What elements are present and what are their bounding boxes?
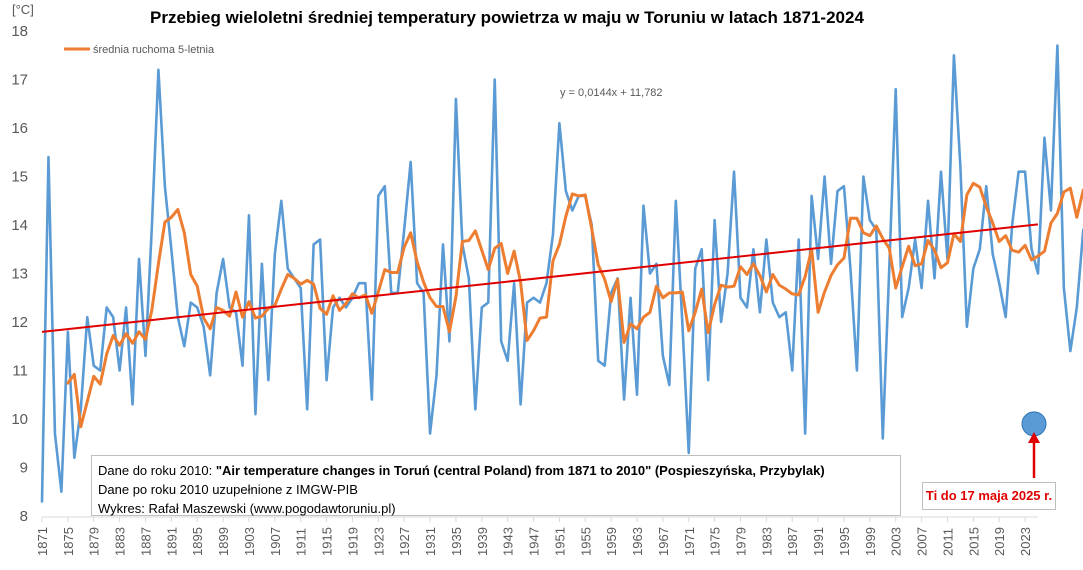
- y-tick-label: 17: [11, 72, 28, 89]
- moving-average-line: [66, 181, 1083, 429]
- x-tick-label: 1991: [811, 527, 826, 556]
- x-tick-label: 1895: [190, 527, 205, 556]
- x-tick-label: 1871: [35, 527, 50, 556]
- x-tick-label: 1959: [604, 527, 619, 556]
- monthly-mean-line: [40, 44, 1083, 503]
- x-tick-label: 1987: [785, 527, 800, 556]
- x-tick-label: 1995: [837, 527, 852, 556]
- trend-equation: y = 0,0144x + 11,782: [560, 87, 663, 99]
- y-tick-label: 10: [11, 411, 28, 428]
- x-tick-label: 1879: [87, 527, 102, 556]
- x-tick-label: 2007: [915, 527, 930, 556]
- x-tick-label: 1935: [449, 527, 464, 556]
- x-tick-label: 1967: [656, 527, 671, 556]
- legend: średnia ruchoma 5-letnia: [64, 44, 215, 56]
- chart-title: Przebieg wieloletni średniej temperatury…: [150, 8, 864, 27]
- x-tick-label: 1915: [320, 527, 335, 556]
- note-line-1: Dane do roku 2010: "Air temperature chan…: [98, 463, 825, 478]
- current-year-annotation: Ti do 17 maja 2025 r.: [922, 482, 1056, 510]
- x-tick-label: 2003: [889, 527, 904, 556]
- x-tick-label: 1887: [138, 527, 153, 556]
- x-tick-label: 1975: [708, 527, 723, 556]
- x-tick-label: 1903: [242, 527, 257, 556]
- x-tick-label: 1875: [61, 527, 76, 556]
- x-tick-label: 1955: [578, 527, 593, 556]
- x-tick-label: 1999: [863, 527, 878, 556]
- x-tick-label: 2023: [1018, 527, 1033, 556]
- x-tick-label: 1943: [501, 527, 516, 556]
- note-line-2: Dane po roku 2010 uzupełnione z IMGW-PIB: [98, 482, 358, 497]
- x-tick-label: 1947: [527, 527, 542, 556]
- y-tick-label: 13: [11, 266, 28, 283]
- y-tick-label: 12: [11, 314, 28, 331]
- note-line-3: Wykres: Rafał Maszewski (www.pogodawtoru…: [98, 501, 396, 516]
- x-axis: 1871 1875 1879 1883 1887 1891 1895 1899 1903 1907…: [35, 516, 1038, 556]
- annotation-arrow: [1028, 432, 1040, 478]
- y-tick-label: 14: [11, 217, 28, 234]
- x-tick-label: 1939: [475, 527, 490, 556]
- source-citation: "Air temperature changes in Toruń (centr…: [215, 463, 825, 478]
- data-source-notes: Dane do roku 2010: "Air temperature chan…: [91, 455, 901, 516]
- y-tick-label: 9: [20, 460, 28, 477]
- y-axis-label: [°C]: [12, 2, 34, 17]
- x-tick-label: 1923: [371, 527, 386, 556]
- y-tick-label: 11: [12, 363, 28, 380]
- x-tick-label: 2019: [992, 527, 1007, 556]
- x-tick-label: 1907: [268, 527, 283, 556]
- x-tick-label: 1963: [630, 527, 645, 556]
- x-tick-label: 1931: [423, 527, 438, 556]
- x-tick-label: 1911: [294, 528, 309, 556]
- data-series: [40, 44, 1083, 503]
- x-tick-label: 1979: [733, 527, 748, 556]
- x-tick-label: 1919: [345, 527, 360, 556]
- x-tick-label: 1891: [164, 527, 179, 556]
- x-tick-label: 1899: [216, 527, 231, 556]
- trend-line: [41, 223, 1039, 333]
- x-tick-label: 1927: [397, 527, 412, 556]
- legend-label: średnia ruchoma 5-letnia: [93, 44, 215, 56]
- x-tick-label: 1971: [682, 527, 697, 556]
- x-tick-label: 2015: [966, 527, 981, 556]
- x-tick-label: 1951: [552, 527, 567, 556]
- x-tick-label: 1983: [759, 527, 774, 556]
- y-tick-label: 15: [11, 169, 28, 186]
- y-tick-label: 8: [20, 508, 28, 525]
- y-axis: 8 9 10 11 12 13 14 15 16 17 18: [11, 23, 28, 525]
- y-tick-label: 16: [11, 120, 28, 137]
- x-tick-label: 2011: [940, 528, 955, 556]
- y-tick-label: 18: [11, 23, 28, 40]
- x-tick-label: 1883: [113, 527, 128, 556]
